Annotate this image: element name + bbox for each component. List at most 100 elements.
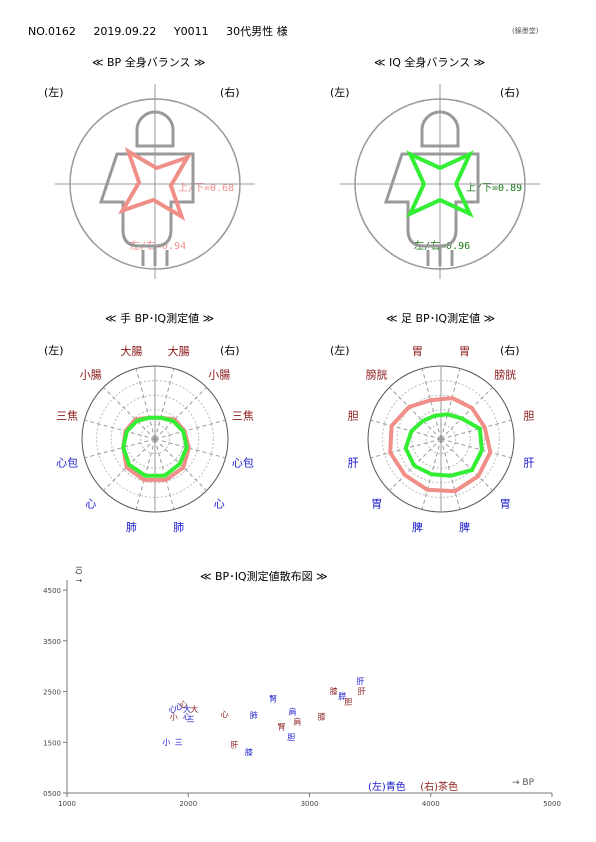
hand-left-label: (左) [44,344,64,357]
iq-balance-right-label: (右) [500,86,520,99]
legend-right: (右)茶色 [420,782,458,793]
stamp: (錦墨堂) [512,27,539,35]
x-tick-label: 2000 [179,800,197,808]
hand-radar-spoke [154,387,207,440]
hand-radar-label: 心包 [56,457,78,470]
foot-radar-title: ≪ 足 BP･IQ測定値 ≫ [386,312,496,325]
hand-radar-spoke [154,419,226,440]
scatter-point: 心 [221,710,229,719]
scatter-point: 三 [187,715,195,724]
hand-radar-spoke [103,387,156,440]
scatter-title: ≪ BP･IQ測定値散布図 ≫ [200,570,328,583]
scatter-point: 肝 [230,740,238,749]
scatter-point: 肝 [358,687,366,696]
record-id: Y0011 [173,25,209,38]
balance-star [406,150,474,218]
x-tick-label: 3000 [301,800,319,808]
foot-radar-label: 胃 [500,497,511,510]
hand-radar-label: 心 [214,497,225,510]
foot-radar-label: 脾 [412,520,423,534]
x-tick-label: 4000 [422,800,440,808]
scatter-point: 心 [179,700,187,709]
x-axis-label: → BP [512,778,535,788]
scatter-point: 小 [162,738,170,747]
body-head [420,110,460,148]
y-tick-label: 0500 [43,790,61,798]
foot-radar-spoke [440,438,493,491]
y-tick-label: 1500 [43,739,61,747]
scatter-point: 胆 [287,733,295,742]
scatter-legend: (左)青色 (右)茶色 [368,778,458,793]
scatter-point: 小 [170,713,178,722]
hand-radar-spoke [84,438,156,459]
bp-balance-right-label: (右) [220,86,240,99]
hand-radar-spoke [84,419,156,440]
bp-balance-left-label: (左) [44,86,64,99]
foot-radar-label: 胃 [412,345,423,358]
scatter-point: 心 [183,713,191,722]
foot-right-label: (右) [500,344,520,357]
foot-radar-spoke [440,438,512,459]
y-axis-label: IQ ↑ [74,566,83,584]
foot-radar-label: 胃 [371,497,382,510]
record-number: NO.0162 [28,25,76,38]
hand-iq-series [121,415,189,478]
foot-radar-label: 肝 [523,457,534,470]
scatter-point: 大 [183,704,191,714]
body-legs [141,246,169,266]
scatter-point: 腎 [269,695,277,704]
scatter-point: 三 [175,738,183,747]
hand-radar-label: 心 [85,497,96,510]
hand-right-label: (右) [220,344,240,357]
foot-radar-spoke [440,419,512,440]
foot-radar-spoke [440,368,461,440]
hand-radar-label: 小腸 [208,369,230,382]
foot-radar-label: 膀胱 [494,368,516,382]
foot-radar-label: 膀胱 [366,368,388,382]
scatter-point: 心 [169,705,177,714]
x-tick-label: 1000 [58,800,76,808]
hand-radar-label: 心包 [232,457,254,470]
foot-left-label: (左) [330,344,350,357]
foot-radar-label: 胆 [523,409,534,422]
foot-radar-spoke [370,419,442,440]
patient-name: 30代男性 様 [226,25,288,38]
hand-radar-label: 小腸 [80,369,102,382]
foot-radar-label: 胆 [348,409,359,422]
y-tick-label: 2500 [43,689,61,697]
bp-updown-ratio: 上/下=0.68 [178,183,235,194]
scatter-point: 膝 [245,747,253,757]
hand-radar-label: 大腸 [120,344,142,358]
hand-radar-ring [96,380,214,498]
hand-radar-spoke [154,368,175,440]
hand-radar-label: 三焦 [232,409,254,422]
foot-radar-spoke [440,387,493,440]
hand-radar-label: 大腸 [168,344,190,358]
foot-radar-label: 肝 [348,457,359,470]
scatter-point: 肺 [250,711,258,720]
foot-radar-label: 脾 [459,520,470,534]
y-tick-label: 4500 [43,587,61,595]
scatter-point: 膝 [330,686,338,696]
iq-balance-title: ≪ IQ 全身バランス ≫ [374,56,486,69]
hand-radar-spoke [135,368,156,440]
foot-radar-label: 胃 [459,345,470,358]
scatter-point: 腎 [278,723,286,732]
hand-radar-label: 肺 [173,521,184,534]
scatter-point: 肩 [293,717,301,727]
header: NO.0162 2019.09.22 Y0011 30代男性 様 [28,23,302,39]
iq-balance-left-label: (左) [330,86,350,99]
foot-radar-spoke [421,368,442,440]
scatter-point: 心 [175,702,183,711]
scatter-point: 大 [190,704,198,714]
hand-radar-label: 肺 [126,521,137,534]
iq-updown-ratio: 上/下=0.89 [466,183,523,194]
scatter-point: 膝 [318,712,326,722]
scatter-point: 胆 [344,697,352,706]
record-date: 2019.09.22 [93,25,157,38]
foot-radar-spoke [389,387,442,440]
scatter-point: 膵 [338,691,346,701]
bp-balance-title: ≪ BP 全身バランス ≫ [92,56,206,69]
x-tick-label: 5000 [543,800,561,808]
